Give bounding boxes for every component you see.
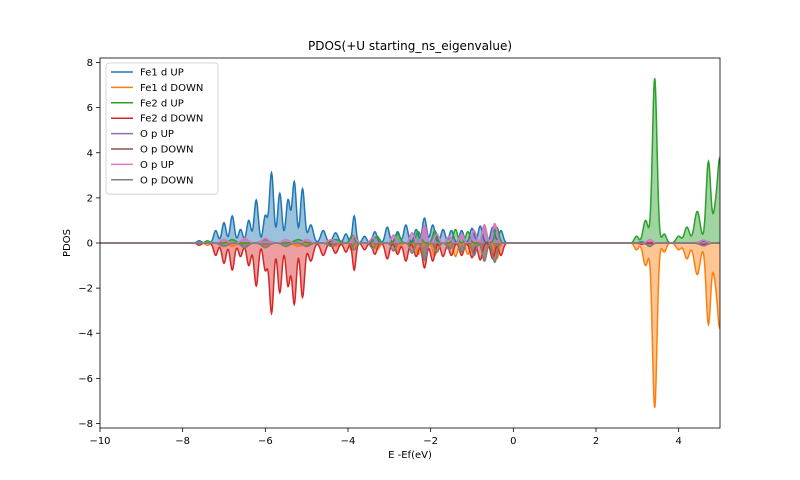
y-tick-label: 0 xyxy=(87,239,93,250)
y-tick-label: 6 xyxy=(87,103,93,114)
legend-label: O p UP xyxy=(140,160,174,171)
y-tick-label: 8 xyxy=(87,58,93,69)
y-axis-ticks: −8 −6 −4 −2 0 2 4 6 8 xyxy=(78,58,100,430)
x-axis-label: E -Ef(eV) xyxy=(388,450,432,461)
x-tick-label: −2 xyxy=(423,436,438,447)
legend-label: Fe1 d UP xyxy=(140,68,184,79)
y-axis-label: PDOS xyxy=(62,229,73,257)
legend-label: Fe2 d UP xyxy=(140,98,184,109)
x-tick-label: −6 xyxy=(258,436,273,447)
x-tick-label: −10 xyxy=(89,436,110,447)
series-area-3 xyxy=(100,243,720,314)
legend-label: Fe2 d DOWN xyxy=(140,114,203,125)
chart-title: PDOS(+U starting_ns_eigenvalue) xyxy=(308,39,512,53)
y-tick-label: −6 xyxy=(78,374,93,385)
legend-label: Fe1 d DOWN xyxy=(140,83,203,94)
legend-box xyxy=(105,62,219,195)
x-tick-label: 4 xyxy=(675,436,681,447)
legend: Fe1 d UP Fe1 d DOWN Fe2 d UP Fe2 d DOWN O p … xyxy=(105,62,219,195)
series-area-0 xyxy=(100,172,720,243)
y-tick-label: 4 xyxy=(87,148,93,159)
y-tick-label: −2 xyxy=(78,284,93,295)
y-tick-label: −4 xyxy=(78,329,93,340)
legend-label: O p DOWN xyxy=(140,175,194,186)
x-tick-label: −4 xyxy=(341,436,356,447)
x-tick-label: −8 xyxy=(175,436,190,447)
series-area-2 xyxy=(100,78,720,243)
series-line-7 xyxy=(100,242,720,264)
y-tick-label: 2 xyxy=(87,193,93,204)
x-axis-ticks: −10 −8 −6 −4 −2 0 2 4 xyxy=(89,428,682,447)
series-lines xyxy=(100,78,720,408)
legend-label: O p DOWN xyxy=(140,145,194,156)
y-tick-label: −8 xyxy=(78,419,93,430)
x-tick-label: 2 xyxy=(593,436,599,447)
x-tick-label: 0 xyxy=(510,436,516,447)
series-area-1 xyxy=(100,243,720,408)
legend-label: O p UP xyxy=(140,129,174,140)
